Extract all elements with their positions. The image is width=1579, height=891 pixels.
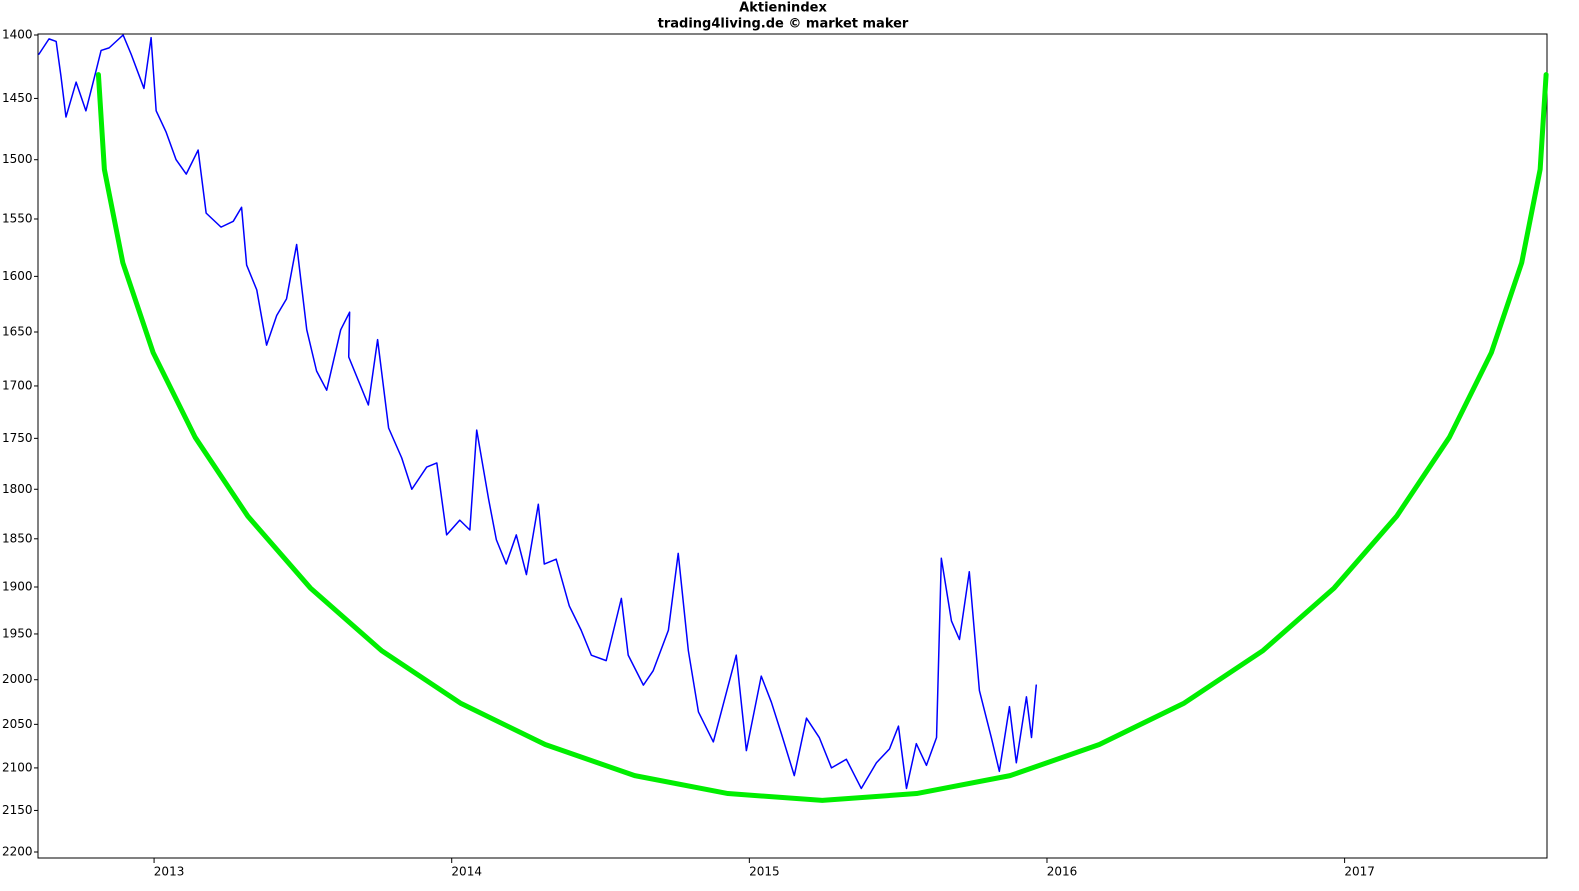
- plot-frame: [37, 33, 1548, 859]
- y-tick-label: 2150: [2, 803, 33, 817]
- y-tick-label: 1800: [2, 482, 33, 496]
- y-tick-label: 1400: [2, 28, 33, 42]
- x-tick-label: 2016: [1047, 865, 1078, 879]
- x-tick-label: 2014: [451, 865, 482, 879]
- y-tick-label: 2200: [2, 845, 33, 859]
- y-tick-label: 1500: [2, 152, 33, 166]
- chart-subtitle: trading4living.de © market maker: [658, 17, 909, 32]
- x-tick-label: 2013: [154, 865, 185, 879]
- y-tick-label: 1450: [2, 91, 33, 105]
- y-tick-label: 2050: [2, 717, 33, 731]
- y-tick-label: 2000: [2, 672, 33, 686]
- y-tick-label: 1750: [2, 431, 33, 445]
- y-tick-label: 1600: [2, 269, 33, 283]
- y-tick-label: 1550: [2, 211, 33, 225]
- y-tick-label: 1900: [2, 580, 33, 594]
- y-tick-label: 1850: [2, 531, 33, 545]
- x-tick-label: 2017: [1344, 865, 1375, 879]
- data-line: [95, 72, 1549, 803]
- y-tick-label: 2100: [2, 760, 33, 774]
- x-tick-label: 2015: [749, 865, 780, 879]
- y-tick-label: 1650: [2, 324, 33, 338]
- y-tick-label: 1950: [2, 626, 33, 640]
- chart-title: Aktienindex: [739, 1, 827, 16]
- data-line: [38, 34, 1038, 790]
- y-tick-label: 1700: [2, 378, 33, 392]
